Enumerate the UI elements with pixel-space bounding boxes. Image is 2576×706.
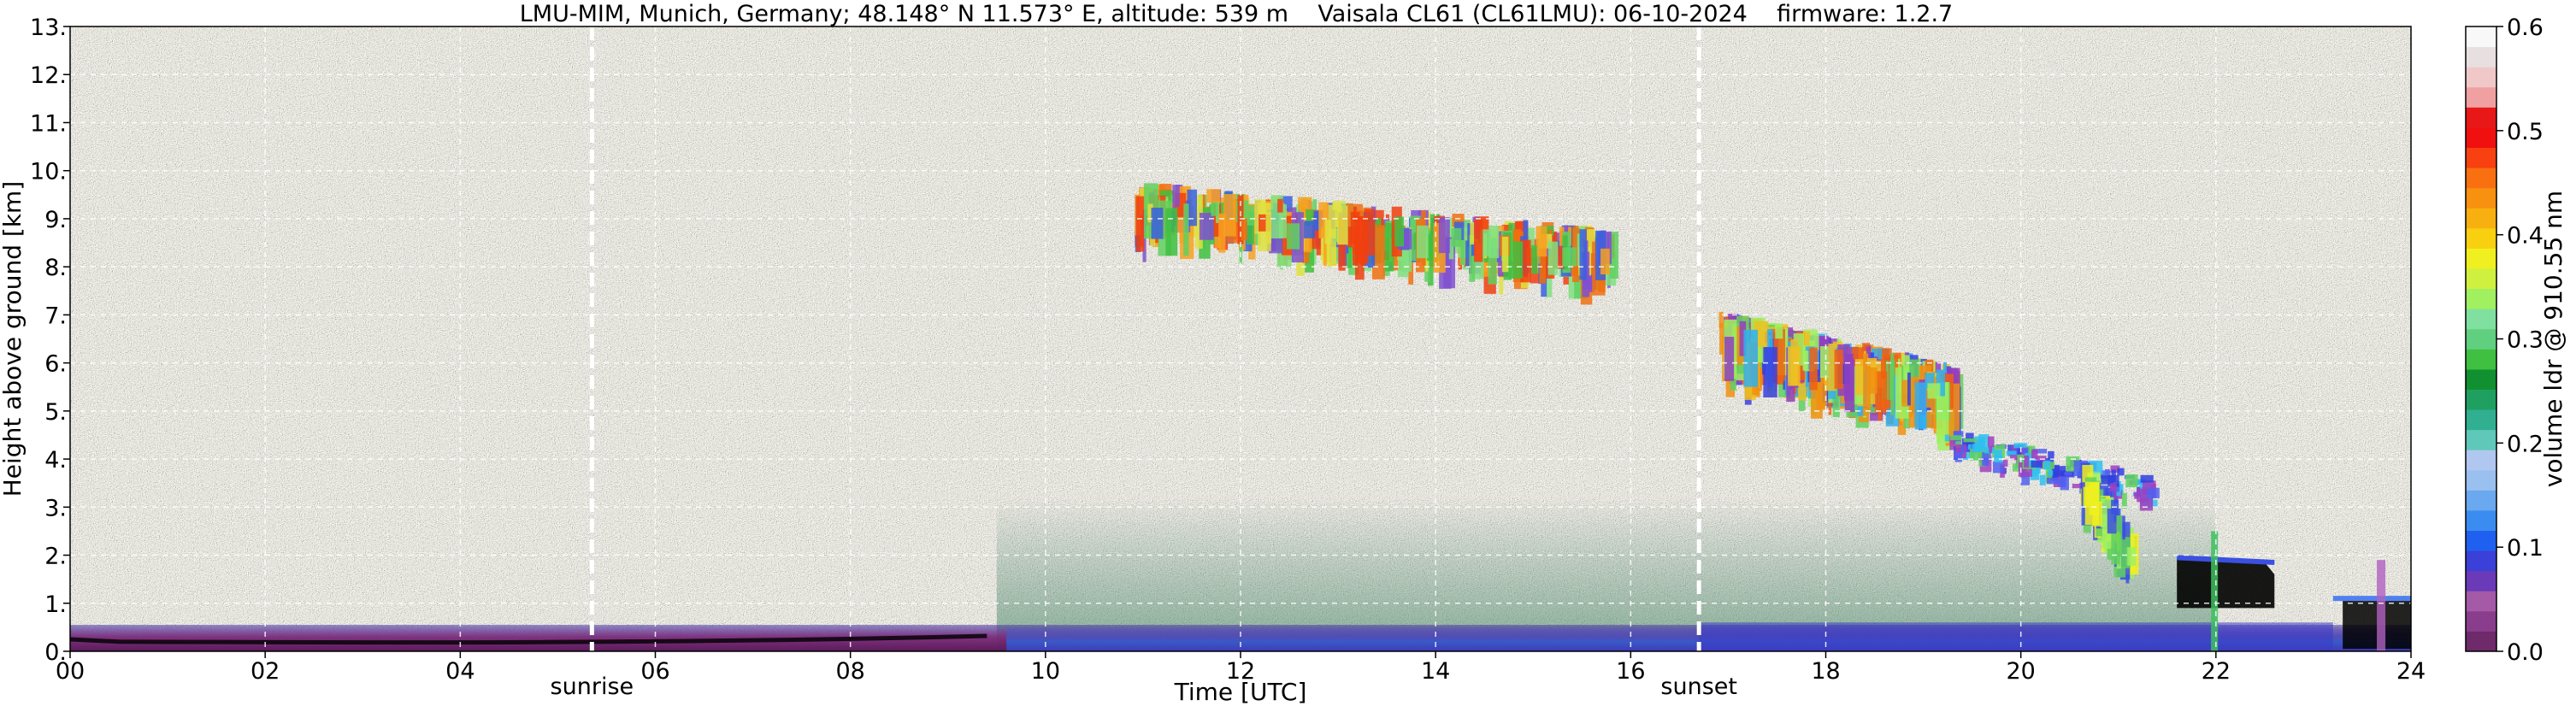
- chart-title: LMU-MIM, Munich, Germany; 48.148° N 11.5…: [520, 1, 1954, 27]
- x-tick-label: 06: [640, 658, 669, 685]
- cirrus-cloud: [1135, 183, 1619, 305]
- y-tick-label: 13.: [30, 15, 67, 41]
- colorbar-segment: [2466, 389, 2496, 410]
- colorbar-segment: [2466, 107, 2496, 128]
- colorbar-segment: [2466, 86, 2496, 108]
- x-axis-ticks: 00 02 04 06 08 10 12 14 16 18 20 22 24: [56, 651, 2426, 685]
- y-tick-label: 2.: [44, 544, 67, 570]
- x-tick-label: 16: [1616, 658, 1645, 685]
- colorbar-segment: [2466, 187, 2496, 209]
- colorbar-segment: [2466, 409, 2496, 431]
- colorbar-segment: [2466, 126, 2496, 148]
- y-tick-label: 5.: [44, 399, 67, 426]
- colorbar-segment: [2466, 631, 2496, 652]
- colorbar-tick-label: 0.1: [2507, 535, 2544, 562]
- low-cloud-edge: [2177, 555, 2275, 565]
- x-tick-label: 24: [2396, 658, 2426, 685]
- colorbar-tick-label: 0.6: [2507, 15, 2544, 41]
- y-tick-label: 1.: [44, 591, 67, 618]
- x-tick-label: 22: [2202, 658, 2231, 685]
- y-tick-label: 3.: [44, 495, 67, 521]
- colorbar-segment: [2466, 550, 2496, 572]
- x-tick-label: 02: [251, 658, 280, 685]
- descending-cloud: [1944, 431, 2160, 511]
- low-cloud-dark: [2177, 557, 2275, 609]
- x-tick-label: 08: [835, 658, 864, 685]
- x-tick-label: 14: [1421, 658, 1450, 685]
- colorbar-ticks: 0.0 0.1 0.2 0.3 0.4 0.5 0.6: [2496, 15, 2544, 666]
- y-tick-label: 11.: [30, 110, 67, 137]
- colorbar-segment: [2466, 26, 2496, 48]
- colorbar-segment: [2466, 288, 2496, 309]
- y-tick-label: 7.: [44, 303, 67, 329]
- night-layer-top: [70, 633, 987, 645]
- colorbar-segment: [2466, 509, 2496, 532]
- x-tick-label: 12: [1226, 658, 1255, 685]
- y-axis-ticks: 0. 1. 2. 3. 4. 5. 6. 7. 8. 9. 10. 11. 12. 13.: [30, 15, 70, 666]
- colorbar-segment: [2466, 490, 2496, 511]
- sun-marker-label: sunrise: [551, 674, 634, 700]
- y-tick-label: 6.: [44, 351, 67, 378]
- colorbar-segment: [2466, 46, 2496, 68]
- colorbar-tick-label: 0.3: [2507, 327, 2544, 354]
- colorbar-tick-label: 0.0: [2507, 639, 2544, 666]
- x-axis-label: Time [UTC]: [1174, 678, 1307, 706]
- colorbar-segment: [2466, 469, 2496, 491]
- late-precip: [2377, 560, 2386, 651]
- colorbar-segment: [2466, 268, 2496, 290]
- x-tick-label: 18: [1811, 658, 1840, 685]
- colorbar-segment: [2466, 368, 2496, 390]
- colorbar-segment: [2466, 328, 2496, 350]
- x-tick-label: 10: [1031, 658, 1060, 685]
- colorbar-segment: [2466, 530, 2496, 551]
- x-tick-label: 00: [56, 658, 85, 685]
- sun-markers: sunrise sunset: [551, 26, 1737, 700]
- y-tick-label: 4.: [44, 447, 67, 474]
- colorbar-tick-label: 0.5: [2507, 119, 2544, 145]
- colorbar-segment: [2466, 147, 2496, 168]
- sun-marker-label: sunset: [1660, 674, 1737, 700]
- colorbar-label: volume ldr @ 910.55 nm: [2539, 191, 2567, 487]
- colorbar: [2465, 26, 2497, 652]
- x-tick-label: 20: [2006, 658, 2035, 685]
- evening-aerosol: [1699, 622, 2333, 651]
- colorbar-segment: [2466, 309, 2496, 330]
- falling-streak: [2080, 462, 2139, 584]
- y-tick-label: 8.: [44, 255, 67, 281]
- colorbar-segment: [2466, 610, 2496, 632]
- colorbar-segment: [2466, 168, 2496, 189]
- colorbar-segment: [2466, 227, 2496, 249]
- y-tick-label: 12.: [30, 62, 67, 89]
- colorbar-tick-label: 0.4: [2507, 223, 2544, 250]
- colorbar-segment: [2466, 570, 2496, 591]
- grid-lines: [70, 26, 2411, 651]
- y-tick-label: 9.: [44, 207, 67, 233]
- colorbar-segment: [2466, 450, 2496, 471]
- y-axis-label: Height above ground [km]: [0, 181, 27, 497]
- y-tick-label: 10.: [30, 159, 67, 185]
- precip-streak: [2211, 531, 2219, 651]
- x-tick-label: 04: [445, 658, 475, 685]
- colorbar-segment: [2466, 349, 2496, 370]
- colorbar-segment: [2466, 67, 2496, 88]
- colorbar-segment: [2466, 208, 2496, 229]
- colorbar-segment: [2466, 429, 2496, 450]
- colorbar-segment: [2466, 591, 2496, 612]
- y-tick-label: 0.: [44, 639, 67, 666]
- colorbar-segment: [2466, 248, 2496, 269]
- colorbar-tick-label: 0.2: [2507, 431, 2544, 457]
